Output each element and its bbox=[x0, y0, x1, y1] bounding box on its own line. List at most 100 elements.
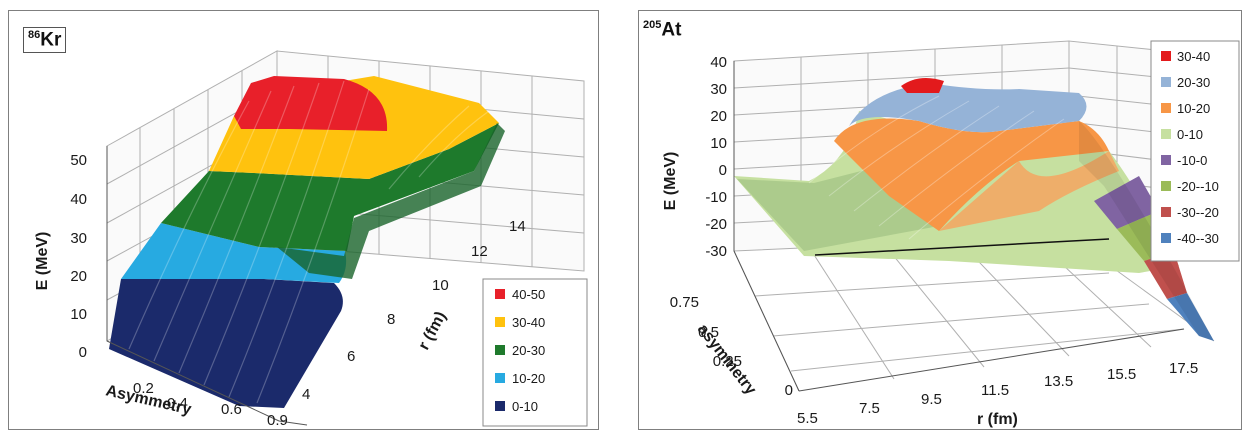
kr86-surface-shading bbox=[128, 80, 490, 404]
legend-swatch bbox=[1161, 207, 1171, 217]
r-tick: 17.5 bbox=[1169, 360, 1198, 377]
legend-swatch bbox=[495, 289, 505, 299]
legend-label: -20--10 bbox=[1177, 179, 1219, 194]
e-tick: 50 bbox=[70, 152, 87, 169]
e-tick: 40 bbox=[70, 191, 87, 208]
kr86-e-axis-label: E (MeV) bbox=[34, 232, 51, 291]
at205-asym-ticks: 0.75 0.5 0.25 0 bbox=[670, 294, 793, 399]
r-tick: 10 bbox=[432, 277, 449, 294]
legend-label: -40--30 bbox=[1177, 231, 1219, 246]
e-tick: -30 bbox=[705, 243, 727, 260]
kr86-axes bbox=[106, 146, 308, 426]
legend-label: 40-50 bbox=[512, 287, 545, 302]
e-tick: 0 bbox=[719, 162, 727, 179]
band-20-30 bbox=[161, 123, 499, 251]
r-tick: 4 bbox=[302, 386, 310, 403]
legend-label: 0-10 bbox=[512, 399, 538, 414]
legend-swatch bbox=[1161, 181, 1171, 191]
legend-label: 20-30 bbox=[512, 343, 545, 358]
at205-e-axis-label: E (MeV) bbox=[662, 152, 679, 211]
legend-swatch bbox=[1161, 155, 1171, 165]
legend-swatch bbox=[1161, 233, 1171, 243]
legend-label: 30-40 bbox=[1177, 49, 1210, 64]
e-tick: 10 bbox=[70, 306, 87, 323]
at205-e-ticks: 40 30 20 10 0 -10 -20 -30 bbox=[705, 54, 727, 260]
at205-surface-shading bbox=[808, 95, 1065, 240]
at205-mass-number: 205 bbox=[643, 19, 662, 31]
at205-legend: 30-40 20-30 10-20 0-10 -10-0 -20--10 -30… bbox=[1150, 40, 1240, 262]
asym-tick: 0.6 bbox=[221, 401, 242, 418]
band-neg-40-30 bbox=[1167, 293, 1214, 341]
legend-swatch bbox=[1161, 103, 1171, 113]
kr86-r-ticks: 4 6 8 10 12 14 bbox=[302, 218, 526, 403]
kr86-nucleus-label: 86Kr bbox=[23, 27, 67, 54]
at205-nucleus-label: 205At bbox=[643, 19, 681, 41]
asym-tick: 0.2 bbox=[133, 380, 154, 397]
at205-axes bbox=[733, 61, 1185, 392]
at205-r-ticks: 5.5 7.5 9.5 11.5 13.5 15.5 17.5 bbox=[797, 360, 1198, 427]
e-tick: 20 bbox=[710, 108, 727, 125]
band-20-30 bbox=[849, 83, 1087, 133]
r-tick: 7.5 bbox=[859, 400, 880, 417]
legend-label: 30-40 bbox=[512, 315, 545, 330]
legend-swatch bbox=[495, 317, 505, 327]
legend-label: 10-20 bbox=[1177, 101, 1210, 116]
e-tick: 10 bbox=[710, 135, 727, 152]
band-40-50 bbox=[234, 76, 388, 131]
legend-swatch bbox=[1161, 51, 1171, 61]
asym-tick: 0.4 bbox=[167, 395, 188, 412]
legend-swatch bbox=[1161, 129, 1171, 139]
kr86-surface-plot: 0 10 20 30 40 50 E (MeV) 0.2 0.4 0.6 0.9… bbox=[34, 50, 588, 429]
r-tick: 11.5 bbox=[981, 382, 1009, 399]
r-tick: 15.5 bbox=[1107, 366, 1136, 383]
kr86-mass-number: 86 bbox=[28, 29, 41, 41]
kr86-symbol: Kr bbox=[40, 29, 62, 51]
kr86-e-ticks: 0 10 20 30 40 50 bbox=[70, 152, 87, 361]
legend-swatch bbox=[495, 345, 505, 355]
asym-tick: 0.75 bbox=[670, 294, 699, 311]
legend-label: 0-10 bbox=[1177, 127, 1203, 142]
e-tick: -20 bbox=[705, 216, 727, 233]
legend-label: 10-20 bbox=[512, 371, 545, 386]
r-tick: 8 bbox=[387, 311, 395, 328]
e-tick: 30 bbox=[70, 230, 87, 247]
chart-panel-at205: 40 30 20 10 0 -10 -20 -30 E (MeV) 0.75 0… bbox=[638, 10, 1242, 430]
band-30-40 bbox=[901, 77, 944, 93]
kr86-asym-ticks: 0.2 0.4 0.6 0.9 bbox=[133, 380, 288, 429]
e-tick: 0 bbox=[79, 344, 87, 361]
legend-swatch bbox=[1161, 77, 1171, 87]
at205-surface-plot: 40 30 20 10 0 -10 -20 -30 E (MeV) 0.75 0… bbox=[662, 40, 1240, 428]
kr86-surface bbox=[109, 76, 505, 408]
band-0-10 bbox=[109, 279, 343, 408]
at205-surface bbox=[734, 77, 1214, 341]
band-10-20 bbox=[834, 118, 1109, 231]
asym-tick: 0.9 bbox=[267, 412, 288, 429]
band-neg-10-0 bbox=[1094, 176, 1159, 229]
r-tick: 9.5 bbox=[921, 391, 942, 408]
asym-tick: 0.25 bbox=[713, 353, 742, 370]
kr86-r-axis-label: r (fm) bbox=[416, 309, 450, 353]
band-10-20 bbox=[121, 223, 347, 283]
e-tick: 30 bbox=[710, 81, 727, 98]
asym-tick: 0.5 bbox=[698, 324, 719, 341]
kr86-legend: 40-50 30-40 20-30 10-20 0-10 bbox=[482, 278, 588, 427]
e-tick: -10 bbox=[705, 189, 727, 206]
r-tick: 13.5 bbox=[1044, 373, 1073, 390]
legend-label: 20-30 bbox=[1177, 75, 1210, 90]
r-tick: 14 bbox=[509, 218, 526, 235]
at205-asym-axis-label: asymmetry bbox=[694, 321, 759, 398]
e-tick: 20 bbox=[70, 268, 87, 285]
legend-label: -10-0 bbox=[1177, 153, 1207, 168]
band-neg-30-20 bbox=[1144, 251, 1187, 299]
asym-tick: 0 bbox=[785, 382, 793, 399]
r-tick: 5.5 bbox=[797, 410, 818, 427]
e-tick: 40 bbox=[710, 54, 727, 71]
legend-swatch bbox=[495, 401, 505, 411]
r-tick: 12 bbox=[471, 243, 488, 260]
legend-swatch bbox=[495, 373, 505, 383]
legend-label: -30--20 bbox=[1177, 205, 1219, 220]
at205-r-axis-label: r (fm) bbox=[977, 411, 1018, 428]
at205-symbol: At bbox=[661, 19, 682, 41]
chart-panel-kr86: 0 10 20 30 40 50 E (MeV) 0.2 0.4 0.6 0.9… bbox=[8, 10, 599, 430]
r-tick: 6 bbox=[347, 348, 355, 365]
